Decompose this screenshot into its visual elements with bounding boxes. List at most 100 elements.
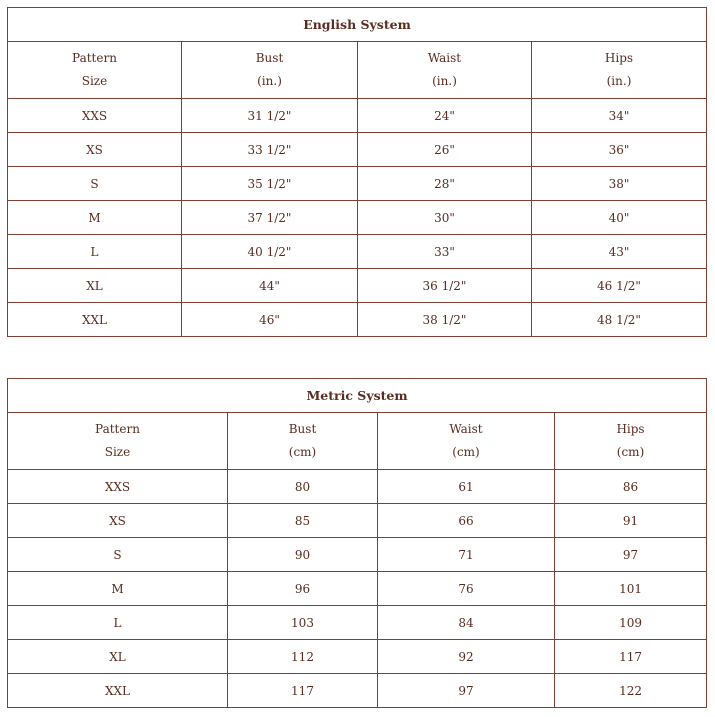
table-cell: 26" xyxy=(357,132,532,167)
header-unit: (cm) xyxy=(452,445,480,459)
table-cell: 48 1/2" xyxy=(531,302,707,337)
table-row: XXS 80 61 86 xyxy=(7,469,708,504)
table-cell: M xyxy=(7,571,228,606)
table-cell: 36" xyxy=(531,132,707,167)
table-cell: 92 xyxy=(377,639,555,674)
header-unit: (in.) xyxy=(606,74,632,88)
table-cell: 109 xyxy=(553,605,708,640)
header-row: Pattern Size Bust (cm) Waist (cm) Hips (cm) xyxy=(7,412,708,470)
table-cell: 34" xyxy=(531,98,707,133)
table-cell: 96 xyxy=(227,571,378,606)
table-cell: 31 1/2" xyxy=(181,98,358,133)
table-cell: XXL xyxy=(7,302,182,337)
header-line: Pattern xyxy=(95,422,140,436)
table-cell: 66 xyxy=(377,503,555,538)
table-cell: XXS xyxy=(7,469,228,504)
header-unit: (in.) xyxy=(257,74,282,88)
header-line: Waist xyxy=(449,422,483,436)
table-title: Metric System xyxy=(6,378,708,413)
header-unit: (cm) xyxy=(288,445,317,459)
table-row: XXL 46" 38 1/2" 48 1/2" xyxy=(7,302,707,337)
table-cell: 97 xyxy=(553,537,708,572)
header-row: Pattern Size Bust (in.) Waist (in.) Hips (in.) xyxy=(7,41,707,99)
table-row: M 96 76 101 xyxy=(7,571,708,606)
table-cell: XL xyxy=(7,268,182,303)
header-line: Bust xyxy=(288,422,317,436)
table-cell: 86 xyxy=(553,469,708,504)
header-unit: (in.) xyxy=(432,74,457,88)
table-row: L 40 1/2" 33" 43" xyxy=(7,234,707,269)
table-cell: XS xyxy=(7,132,182,167)
header-line: Hips xyxy=(604,51,634,65)
header-unit: Size xyxy=(81,74,108,88)
column-header: Pattern Size xyxy=(7,412,228,470)
table-cell: S xyxy=(7,166,182,201)
header-unit: Size xyxy=(104,445,131,459)
table-row: XL 44" 36 1/2" 46 1/2" xyxy=(7,268,707,303)
table-row: XS 85 66 91 xyxy=(7,503,708,538)
table-cell: 38" xyxy=(531,166,707,201)
table-row: S 90 71 97 xyxy=(7,537,708,572)
table-row: XL 112 92 117 xyxy=(7,639,708,674)
table-cell: 85 xyxy=(227,503,378,538)
table-cell: 24" xyxy=(357,98,532,133)
table-row: L 103 84 109 xyxy=(7,605,708,640)
column-header: Pattern Size xyxy=(7,41,182,99)
table-cell: 76 xyxy=(377,571,555,606)
column-header: Hips (in.) xyxy=(531,41,707,99)
table-cell: 103 xyxy=(227,605,378,640)
table-cell: L xyxy=(7,234,182,269)
table-cell: 91 xyxy=(553,503,708,538)
table-row: M 37 1/2" 30" 40" xyxy=(7,200,707,235)
column-header: Waist (cm) xyxy=(377,412,555,470)
table-cell: 40 1/2" xyxy=(181,234,358,269)
table-cell: 71 xyxy=(377,537,555,572)
table-cell: 122 xyxy=(553,673,708,708)
table-cell: 33" xyxy=(357,234,532,269)
table-cell: 38 1/2" xyxy=(357,302,532,337)
table-cell: 35 1/2" xyxy=(181,166,358,201)
table-cell: 61 xyxy=(377,469,555,504)
table-cell: 80 xyxy=(227,469,378,504)
english-system-table: English System Pattern Size Bust (in.) Waist… xyxy=(7,7,707,337)
header-line: Bust xyxy=(255,51,284,65)
header-line: Pattern xyxy=(72,51,117,65)
table-cell: 117 xyxy=(553,639,708,674)
table-cell: L xyxy=(7,605,228,640)
table-cell: XL xyxy=(7,639,228,674)
table-cell: XS xyxy=(7,503,228,538)
table-cell: M xyxy=(7,200,182,235)
column-header: Bust (cm) xyxy=(227,412,378,470)
table-title: English System xyxy=(7,7,707,42)
table-cell: XXS xyxy=(7,98,182,133)
table-cell: 44" xyxy=(181,268,358,303)
table-cell: 46 1/2" xyxy=(531,268,707,303)
table-row: S 35 1/2" 28" 38" xyxy=(7,166,707,201)
table-cell: S xyxy=(7,537,228,572)
table-cell: 40" xyxy=(531,200,707,235)
table-cell: 28" xyxy=(357,166,532,201)
column-header: Bust (in.) xyxy=(181,41,358,99)
table-row: XXL 117 97 122 xyxy=(7,673,708,708)
table-cell: 112 xyxy=(227,639,378,674)
header-line: Hips xyxy=(616,422,645,436)
table-cell: 84 xyxy=(377,605,555,640)
table-cell: 33 1/2" xyxy=(181,132,358,167)
header-unit: (cm) xyxy=(616,445,645,459)
metric-system-table: Metric System Pattern Size Bust (cm) Waist (c… xyxy=(6,378,708,708)
table-cell: 117 xyxy=(227,673,378,708)
table-cell: 101 xyxy=(553,571,708,606)
table-row: XS 33 1/2" 26" 36" xyxy=(7,132,707,167)
table-cell: 46" xyxy=(181,302,358,337)
table-cell: 90 xyxy=(227,537,378,572)
table-cell: 37 1/2" xyxy=(181,200,358,235)
table-cell: 97 xyxy=(377,673,555,708)
table-cell: XXL xyxy=(7,673,228,708)
table-cell: 43" xyxy=(531,234,707,269)
column-header: Waist (in.) xyxy=(357,41,532,99)
table-cell: 30" xyxy=(357,200,532,235)
header-line: Waist xyxy=(427,51,462,65)
table-cell: 36 1/2" xyxy=(357,268,532,303)
column-header: Hips (cm) xyxy=(553,412,708,470)
table-row: XXS 31 1/2" 24" 34" xyxy=(7,98,707,133)
